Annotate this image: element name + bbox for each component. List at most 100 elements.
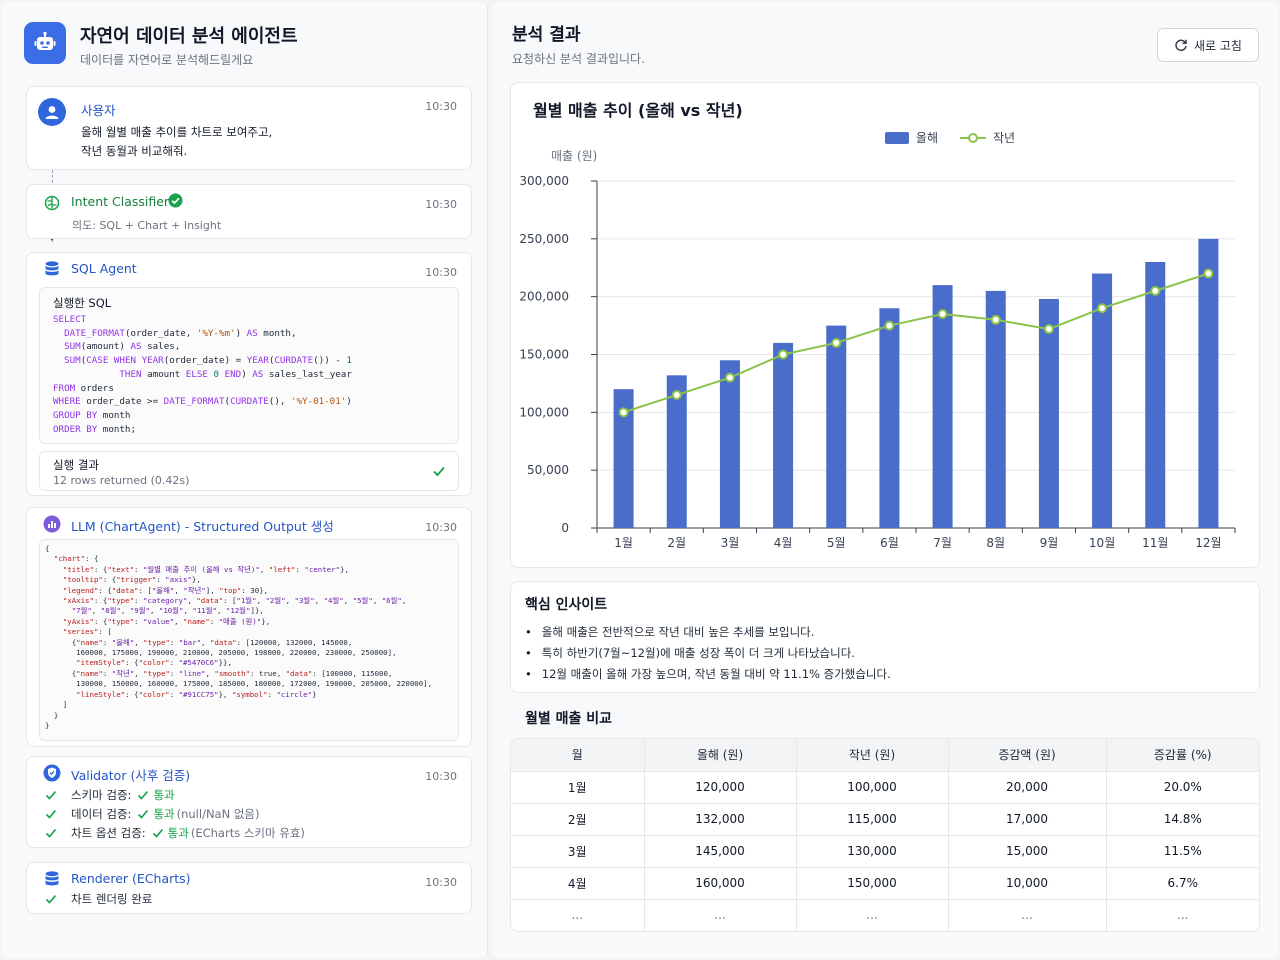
x-tick-label: 1월 [614, 536, 633, 550]
y-tick-label: 100,000 [519, 405, 569, 419]
check-result-text: 통과 [153, 807, 175, 821]
results-title: 분석 결과 [512, 25, 581, 45]
point-last-year [618, 407, 629, 418]
x-tick-label: 7월 [933, 536, 952, 550]
sql-agent-title: SQL Agent [71, 261, 137, 276]
legend-item-last-year[interactable]: 작년 [960, 129, 1015, 146]
validator-title: Validator (사후 검증) [71, 768, 191, 783]
table-cell: 20,000 [948, 771, 1107, 804]
check-result-text: 통과 [153, 788, 175, 802]
table-cell: 130,000 [796, 835, 949, 868]
database-icon [45, 871, 59, 886]
intent-title: Intent Classifier [71, 194, 170, 209]
sql-result-summary: 12 rows returned (0.42s) [53, 474, 190, 487]
insight-item: 특히 하반기(7월~12월)에 매출 성장 폭이 더 크게 나타났습니다. [525, 643, 891, 664]
check-icon [45, 828, 57, 838]
app-header: 자연어 데이터 분석 에이전트 데이터를 자연어로 분석해드릴게요 [24, 20, 474, 70]
table-row: 2월 132,000 115,000 17,000 14.8% [511, 803, 1259, 836]
x-tick-label: 2월 [667, 536, 686, 550]
table-cell: 150,000 [796, 867, 949, 900]
json-output-code: { "chart": { "title": {"text": "월별 매출 추이… [45, 544, 433, 730]
table-row: 4월 160,000 150,000 10,000 6.7% [511, 867, 1259, 900]
bar-this-year [1038, 298, 1059, 528]
check-note: (null/NaN 없음) [176, 807, 260, 821]
point-last-year [1150, 285, 1161, 296]
bar-this-year [826, 325, 847, 528]
check-result-text: 통과 [167, 826, 189, 840]
point-last-year [884, 320, 895, 331]
column-header: 올해 (원) [644, 739, 797, 772]
llm-time: 10:30 [425, 521, 457, 534]
x-tick-label: 9월 [1040, 536, 1059, 550]
refresh-button[interactable]: 새로 고침 [1157, 28, 1259, 62]
x-tick-label: 11월 [1142, 536, 1168, 550]
point-last-year [1043, 324, 1054, 335]
table-cell: 14.8% [1106, 803, 1259, 836]
llm-chart-agent-card: LLM (ChartAgent) - Structured Output 생성 … [26, 507, 472, 747]
refresh-icon [1175, 39, 1187, 52]
results-panel: 분석 결과 요청하신 분석 결과입니다. 새로 고침 매출 (원) 0 50,000… [492, 2, 1278, 958]
bar-this-year [666, 375, 687, 528]
bar-this-year [773, 342, 794, 528]
robot-icon [24, 22, 66, 64]
table-cell: 120,000 [644, 771, 797, 804]
check-row-schema: 스키마 검증: 통과 [45, 787, 175, 803]
check-label: 차트 옵션 검증: [71, 826, 146, 840]
table-cell: 160,000 [644, 867, 797, 900]
bar-this-year [1145, 261, 1166, 528]
y-tick-label: 50,000 [527, 463, 569, 477]
bar-this-year [1198, 238, 1219, 529]
point-last-year [937, 309, 948, 320]
y-tick-label: 300,000 [519, 174, 569, 188]
chart-legend[interactable]: 올해 작년 [511, 129, 1259, 146]
column-header: 월 [511, 739, 645, 772]
sql-result-title: 실행 결과 [53, 458, 99, 472]
legend-item-this-year[interactable]: 올해 [884, 129, 938, 146]
sql-code: SELECT DATE_FORMAT(order_date, '%Y-%m') … [53, 314, 352, 435]
json-output-box: { "chart": { "title": {"text": "월별 매출 추이… [39, 539, 459, 741]
pass-check-icon [138, 809, 149, 819]
y-tick-label: 200,000 [519, 290, 569, 304]
table-cell: 10,000 [948, 867, 1107, 900]
point-last-year [831, 337, 842, 348]
sql-agent-time: 10:30 [425, 266, 457, 279]
intent-classifier-card: Intent Classifier 10:30 의도: SQL + Chart … [26, 184, 472, 239]
y-tick-label: 150,000 [519, 348, 569, 362]
x-tick-label: 5월 [827, 536, 846, 550]
check-icon [433, 466, 445, 477]
user-message-card: 사용자 10:30 올해 월별 매출 추이를 차트로 보여주고, 작년 동월과 … [26, 86, 472, 170]
check-icon [45, 894, 57, 904]
chart-card: 매출 (원) 0 50,000 100,000 150,000 200,000 250,00… [510, 82, 1260, 568]
user-name: 사용자 [81, 103, 116, 118]
intent-time: 10:30 [425, 198, 457, 211]
table-cell: 145,000 [644, 835, 797, 868]
column-header: 작년 (원) [796, 739, 949, 772]
sql-code-box: 실행한 SQL SELECT DATE_FORMAT(order_date, '… [39, 287, 459, 444]
check-result: 통과 [137, 787, 175, 803]
check-result: 통과 (ECharts 스키마 유효) [152, 825, 305, 841]
table-cell: 3월 [511, 835, 645, 868]
line-last-year [623, 272, 1209, 414]
y-tick-label: 250,000 [519, 232, 569, 246]
refresh-label: 새로 고침 [1194, 38, 1242, 53]
chat-panel: 자연어 데이터 분석 에이전트 데이터를 자연어로 분석해드릴게요 사용자 10… [2, 2, 488, 958]
shield-icon [43, 764, 61, 782]
table-cell: 100,000 [796, 771, 949, 804]
intent-label: 의도: SQL + Chart + Insight [72, 219, 222, 232]
renderer-status: 차트 렌더링 완료 [71, 892, 153, 906]
table-cell: 11.5% [1106, 835, 1259, 868]
comparison-table: 월 올해 (원) 작년 (원) 증감액 (원) 증감률 (%) 1월 120,0… [510, 738, 1260, 932]
table-cell: 1월 [511, 771, 645, 804]
check-icon [45, 809, 57, 819]
brain-icon [44, 195, 60, 211]
x-tick-label: 3월 [721, 536, 740, 550]
database-icon [45, 261, 59, 276]
chart-title: 월별 매출 추이 (올해 vs 작년) [533, 101, 743, 120]
table-row: 3월 145,000 130,000 15,000 11.5% [511, 835, 1259, 868]
x-tick-label: 8월 [986, 536, 1005, 550]
legend-bar-swatch [884, 131, 909, 144]
table-header-row: 월 올해 (원) 작년 (원) 증감액 (원) 증감률 (%) [511, 739, 1259, 772]
y-axis-label: 매출 (원) [551, 149, 597, 163]
point-last-year [724, 372, 735, 383]
message-time: 10:30 [425, 100, 457, 113]
